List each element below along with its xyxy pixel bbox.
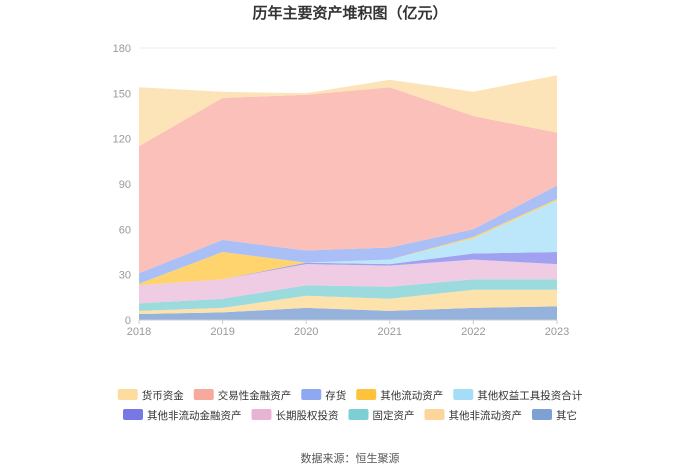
legend-swatch	[193, 389, 214, 400]
legend-swatch	[251, 409, 272, 420]
x-tick-label: 2023	[545, 326, 569, 338]
x-tick-label: 2021	[378, 326, 402, 338]
area-series-5	[139, 200, 557, 286]
area-series-4	[139, 252, 557, 286]
legend-item[interactable]: 其他非流动金融资产	[123, 409, 242, 422]
y-tick-label: 60	[119, 224, 131, 236]
legend-label: 长期股权投资	[276, 409, 339, 422]
y-tick-label: 150	[113, 88, 131, 100]
area-series-8	[139, 87, 557, 274]
y-tick-label: 180	[113, 43, 131, 55]
area-series-6	[139, 199, 557, 286]
x-tick-label: 2018	[127, 326, 151, 338]
x-tick-label: 2020	[294, 326, 318, 338]
legend-item[interactable]: 其它	[532, 409, 577, 422]
legend-item[interactable]: 其他权益工具投资合计	[453, 389, 583, 402]
x-tick-label: 2019	[210, 326, 234, 338]
legend-swatch	[348, 409, 369, 420]
legend-label: 其他非流动资产	[449, 409, 523, 422]
chart-title: 历年主要资产堆积图（亿元）	[252, 4, 447, 22]
legend-item[interactable]: 其他非流动资产	[424, 409, 523, 422]
y-tick-label: 90	[119, 179, 131, 191]
area-series-0	[139, 306, 557, 320]
legend-label: 交易性金融资产	[218, 389, 292, 402]
legend-item[interactable]: 长期股权投资	[251, 409, 339, 422]
legend-swatch	[123, 409, 143, 420]
legend-swatch	[356, 389, 377, 400]
area-series-7	[139, 185, 557, 284]
legend-swatch	[532, 409, 552, 420]
legend-label: 存货	[325, 389, 346, 402]
legend-row-0: 货币资金 交易性金融资产 存货 其他流动资产 其他权益工具投资合计	[117, 389, 583, 402]
data-source-note: 数据来源：恒生聚源	[301, 451, 400, 465]
legend-item[interactable]: 固定资产	[348, 409, 415, 422]
legend-item[interactable]: 货币资金	[117, 389, 184, 402]
legend-swatch	[453, 389, 474, 400]
area-series-1	[139, 289, 557, 314]
legend-label: 其他流动资产	[380, 389, 443, 402]
area-series-3	[139, 259, 557, 304]
y-tick-label: 0	[125, 315, 131, 327]
x-tick-label: 2022	[461, 326, 485, 338]
y-tick-label: 120	[113, 134, 131, 146]
legend-swatch	[301, 389, 322, 400]
legend-label: 其他非流动金融资产	[147, 409, 242, 422]
area-series-9	[139, 75, 557, 147]
legend-label: 货币资金	[142, 389, 184, 402]
legend-item[interactable]: 其他流动资产	[356, 389, 443, 402]
legend-label: 其它	[556, 409, 577, 422]
axes: 0 30 60 90 120 150 180 2018 2019 2020 2021 2022 2023	[113, 43, 570, 338]
area-series	[139, 75, 557, 320]
legend-label: 固定资产	[373, 409, 415, 422]
legend-item[interactable]: 存货	[301, 389, 346, 402]
legend-swatch	[117, 389, 138, 400]
legend-label: 其他权益工具投资合计	[477, 389, 582, 402]
legend-row-1: 其他非流动金融资产 长期股权投资 固定资产 其他非流动资产 其它	[123, 409, 577, 422]
y-tick-label: 30	[119, 270, 131, 282]
area-series-2	[139, 279, 557, 311]
legend-swatch	[424, 409, 445, 420]
legend-item[interactable]: 交易性金融资产	[193, 389, 292, 402]
